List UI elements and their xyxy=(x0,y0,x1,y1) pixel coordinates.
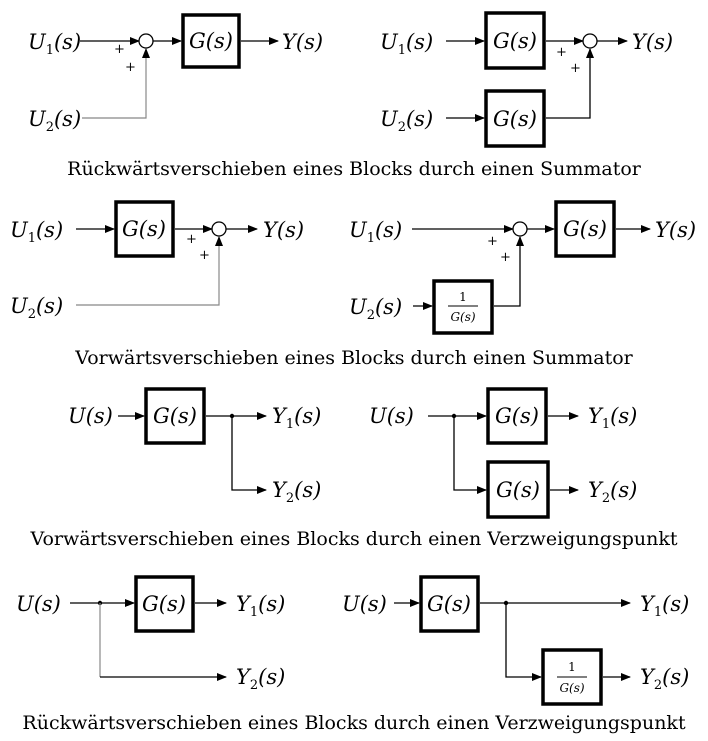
section-1-diagram-right: U1(s) G(s) + + Y(s) U2(s) G(s) xyxy=(380,11,673,148)
g-block-top xyxy=(486,387,548,445)
g-block-label: G(s) xyxy=(142,592,186,616)
section-2-diagram-right: U1(s) + + G(s) Y(s) U2(s) 1 G(s) xyxy=(349,200,696,335)
section-2-diagram-left: U1(s) G(s) + + Y(s) U2(s) xyxy=(10,200,304,322)
u-label: U(s) xyxy=(369,404,414,428)
y2-label: Y2(s) xyxy=(640,665,689,693)
plus-sign: + xyxy=(114,42,125,57)
section-3-diagram-left: U(s) G(s) Y1(s) Y2(s) xyxy=(68,387,321,506)
y-label: Y(s) xyxy=(632,30,673,54)
plus-sign: + xyxy=(500,250,511,265)
caption-section-2: Vorwärtsverschieben eines Blocks durch e… xyxy=(74,347,633,369)
inverse-g-block xyxy=(432,279,494,335)
branch-to-inverse-block-arrow xyxy=(505,603,542,681)
fraction-denominator: G(s) xyxy=(450,310,475,324)
section-4-diagram-right: U(s) G(s) Y1(s) 1 G(s) Y2(s) xyxy=(342,575,689,706)
y2-label: Y2(s) xyxy=(236,665,285,693)
g-block-label: G(s) xyxy=(122,217,166,241)
u2-to-summer-arrow xyxy=(82,48,150,119)
u1-label: U1(s) xyxy=(10,218,63,246)
u2-label: U2(s) xyxy=(10,294,63,322)
u-label: U(s) xyxy=(68,404,113,428)
g-block xyxy=(134,575,195,633)
y-label: Y(s) xyxy=(655,218,696,242)
u-label: U(s) xyxy=(16,592,61,616)
y-label: Y(s) xyxy=(282,30,323,54)
g-block-label: G(s) xyxy=(495,404,539,428)
y1-label: Y1(s) xyxy=(236,592,285,620)
u2-label: U2(s) xyxy=(380,107,433,135)
branch-to-y2-arrow xyxy=(231,416,267,494)
u2-label: U2(s) xyxy=(28,107,81,135)
g-block-label: G(s) xyxy=(496,478,540,502)
g-block-label: G(s) xyxy=(153,404,197,428)
fraction-denominator: G(s) xyxy=(559,681,584,695)
caption-section-1: Rückwärtsverschieben eines Blocks durch … xyxy=(67,158,642,180)
y2-label: Y2(s) xyxy=(588,478,637,506)
plus-sign: + xyxy=(186,232,197,247)
y-label: Y(s) xyxy=(263,218,304,242)
summing-junction xyxy=(582,33,598,49)
g-block xyxy=(114,200,175,258)
g-block-label: G(s) xyxy=(189,29,233,53)
g-block-label: G(s) xyxy=(493,29,537,53)
g-block-top xyxy=(484,11,546,70)
y1-label: Y1(s) xyxy=(640,592,689,620)
g-block xyxy=(419,575,480,633)
plus-sign: + xyxy=(556,45,567,60)
plus-sign: + xyxy=(487,234,498,249)
y1-label: Y1(s) xyxy=(272,404,321,432)
u1-label: U1(s) xyxy=(380,30,433,58)
g-block xyxy=(181,13,241,69)
branch-to-block-bottom-arrow xyxy=(453,416,487,494)
fraction-numerator: 1 xyxy=(459,290,467,304)
caption-section-3: Vorwärtsverschieben eines Blocks durch e… xyxy=(30,528,678,550)
summing-junction xyxy=(512,221,528,237)
plus-sign: + xyxy=(199,248,210,263)
g-block-label: G(s) xyxy=(493,107,537,131)
g-block-label: G(s) xyxy=(563,217,607,241)
inverse-block-to-summer-arrow xyxy=(494,236,524,307)
section-4-diagram-left: U(s) G(s) Y1(s) Y2(s) xyxy=(16,575,285,693)
fraction-numerator: 1 xyxy=(568,660,576,674)
u2-to-summer-arrow xyxy=(76,236,223,306)
g-block-bottom xyxy=(484,89,546,148)
section-1-diagram-left: U1(s) + + U2(s) G(s) Y(s) xyxy=(28,13,323,135)
caption-section-4: Rückwärtsverschieben eines Blocks durch … xyxy=(22,712,686,734)
u1-label: U1(s) xyxy=(28,30,81,58)
summing-junction xyxy=(138,33,154,49)
g-block xyxy=(144,387,206,445)
u1-label: U1(s) xyxy=(349,218,402,246)
u-label: U(s) xyxy=(342,592,387,616)
g-block xyxy=(554,200,616,258)
y1-label: Y1(s) xyxy=(588,404,637,432)
g-block-bottom xyxy=(486,460,550,519)
summing-junction xyxy=(211,221,227,237)
block-to-summer-arrow xyxy=(546,48,594,119)
g-block-label: G(s) xyxy=(427,592,471,616)
section-3-diagram-right: U(s) G(s) Y1(s) G(s) Y2(s) xyxy=(369,387,637,519)
u2-label: U2(s) xyxy=(349,295,402,323)
y2-label: Y2(s) xyxy=(272,478,321,506)
plus-sign: + xyxy=(570,61,581,76)
plus-sign: + xyxy=(125,60,136,75)
